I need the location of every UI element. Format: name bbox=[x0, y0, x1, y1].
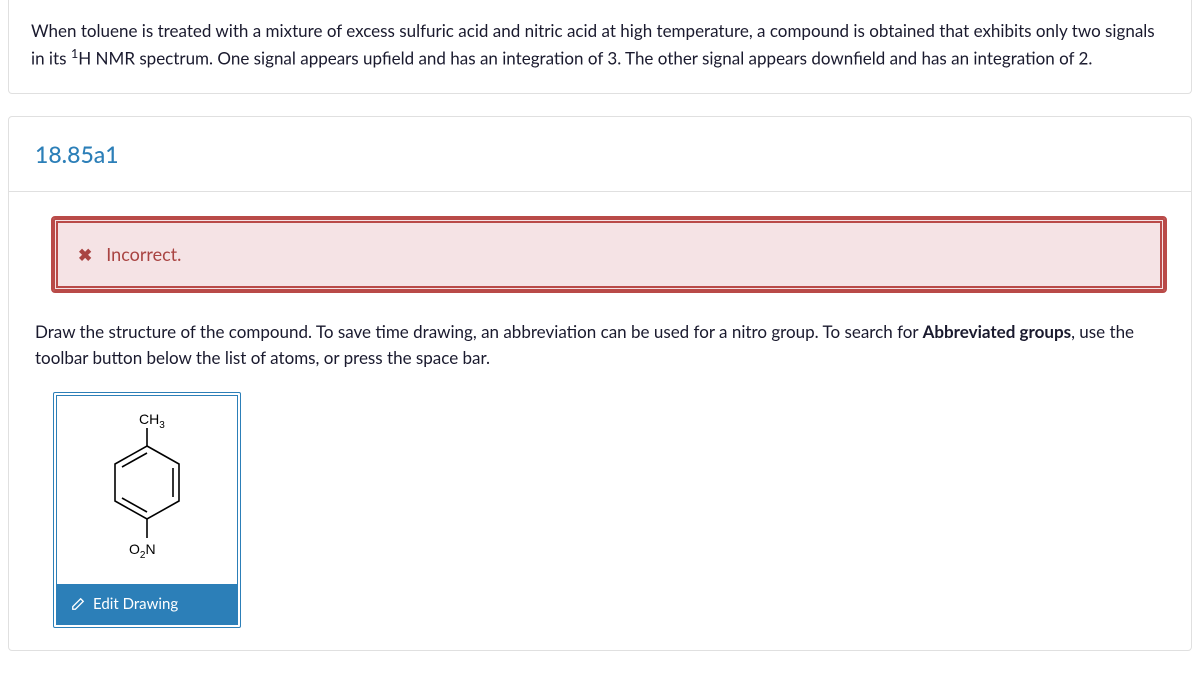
answer-card: 18.85a1 ✖ Incorrect. Draw the structure … bbox=[8, 116, 1192, 651]
pencil-icon bbox=[71, 597, 85, 611]
section-title: 18.85a1 bbox=[35, 137, 1165, 172]
question-text: When toluene is treated with a mixture o… bbox=[31, 18, 1169, 71]
feedback-text: Incorrect. bbox=[106, 241, 181, 268]
structure-drawing-box: CH3 O2N Edit Drawing bbox=[53, 392, 241, 628]
molecule-label-bottom: O2N bbox=[129, 541, 156, 561]
edit-drawing-button[interactable]: Edit Drawing bbox=[57, 584, 237, 624]
close-icon: ✖ bbox=[78, 242, 92, 268]
molecule-drawing: CH3 O2N bbox=[57, 396, 237, 584]
molecule-svg: CH3 O2N bbox=[87, 406, 207, 576]
question-part-2: H NMR spectrum. One signal appears upfie… bbox=[78, 47, 1092, 68]
instruction-bold: Abbreviated groups bbox=[923, 321, 1072, 342]
instruction-text: Draw the structure of the compound. To s… bbox=[35, 319, 1165, 370]
answer-body: ✖ Incorrect. Draw the structure of the c… bbox=[9, 192, 1191, 650]
instruction-part-1: Draw the structure of the compound. To s… bbox=[35, 321, 923, 342]
section-header: 18.85a1 bbox=[9, 117, 1191, 193]
molecule-label-top: CH3 bbox=[139, 411, 165, 431]
edit-drawing-label: Edit Drawing bbox=[93, 593, 178, 616]
question-card: When toluene is treated with a mixture o… bbox=[8, 0, 1192, 94]
feedback-incorrect: ✖ Incorrect. bbox=[53, 218, 1165, 291]
